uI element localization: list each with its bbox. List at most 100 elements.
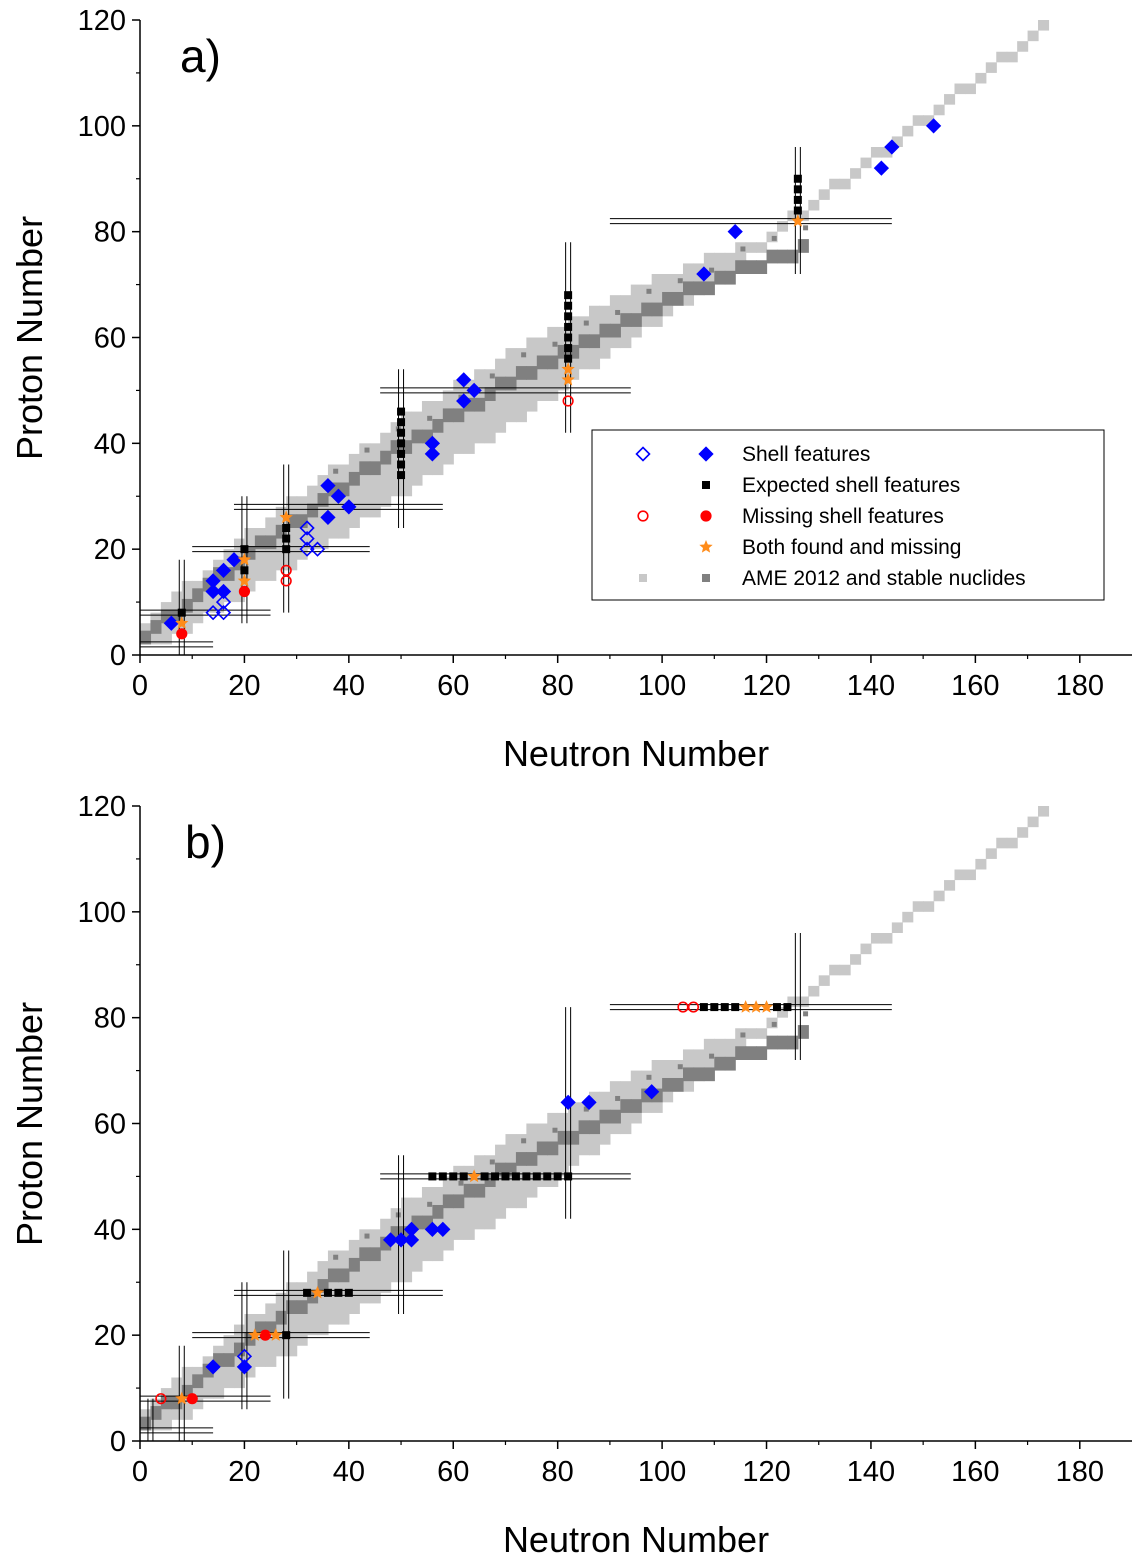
point-diamond-filled <box>205 583 221 600</box>
point-diamond-filled <box>382 1232 399 1248</box>
band-column <box>442 1176 454 1251</box>
stable-nuclide <box>223 1353 235 1367</box>
band-column <box>327 1250 339 1325</box>
stable-nuclide <box>630 1099 642 1113</box>
band-column <box>693 1049 705 1082</box>
band-column <box>1006 51 1018 63</box>
stable-nuclide <box>615 1095 621 1101</box>
stable-nuclide <box>677 278 683 284</box>
stable-nuclide <box>609 323 621 338</box>
band-column <box>996 51 1008 63</box>
point-diamond-open <box>299 541 315 557</box>
point-square <box>553 1172 562 1181</box>
stable-nuclide <box>150 1406 162 1420</box>
band-column <box>891 136 903 147</box>
point-square <box>564 312 573 321</box>
point-diamond-filled <box>456 372 472 388</box>
stable-nuclide <box>536 1141 548 1156</box>
point-square <box>522 1172 531 1181</box>
stable-nuclide <box>244 1331 256 1346</box>
point-square <box>793 206 802 215</box>
point-star <box>248 1328 262 1341</box>
stable-nuclide <box>609 1109 621 1124</box>
band-column <box>756 1028 768 1039</box>
point-circle-filled <box>259 1329 271 1341</box>
point-diamond-filled <box>341 499 357 515</box>
stable-nuclide <box>307 503 319 518</box>
x-tick-label: 20 <box>228 670 260 702</box>
stable-nuclide <box>359 1247 371 1262</box>
band-column <box>495 1144 507 1219</box>
stable-nuclide <box>677 1064 683 1070</box>
band-column <box>850 954 862 965</box>
legend-marker-both <box>699 540 713 553</box>
panel-b: 0 20 40 60 80 100 120 140 160 180020406080100120 … <box>9 791 1132 1560</box>
x-tick-label: 160 <box>951 1456 999 1488</box>
band-column <box>912 901 924 912</box>
point-diamond-filled <box>330 488 347 504</box>
stable-nuclide <box>651 1088 663 1103</box>
stable-nuclide <box>296 514 308 528</box>
stable-nuclide <box>364 447 370 453</box>
stable-nuclide <box>327 1268 339 1283</box>
point-diamond-filled <box>466 382 482 399</box>
point-diamond-filled <box>581 1094 597 1110</box>
stable-nuclide <box>536 355 548 370</box>
stable-nuclide <box>724 270 736 285</box>
stable-nuclide <box>380 1236 392 1251</box>
y-tick-label: 60 <box>94 1109 126 1141</box>
legend-label-ame: AME 2012 and stable nuclides <box>742 567 1026 590</box>
band-column <box>714 1038 726 1060</box>
band-column <box>923 901 935 912</box>
point-square <box>344 1288 353 1297</box>
x-tick-label: 180 <box>1056 670 1104 702</box>
legend-marker-ame-light <box>639 574 647 582</box>
x-tick-label: 60 <box>437 1456 469 1488</box>
band-column <box>776 1007 789 1018</box>
stable-nuclide <box>557 344 569 359</box>
point-star <box>279 510 293 524</box>
stable-nuclide <box>307 1289 319 1304</box>
x-tick-label: 80 <box>542 670 574 702</box>
stable-nuclide <box>552 341 558 347</box>
stable-nuclide <box>641 1088 653 1103</box>
stable-nuclide <box>547 355 559 370</box>
legend-label-expected: Expected shell features <box>742 474 960 497</box>
stable-nuclide <box>244 545 256 560</box>
stable-nuclide <box>703 281 715 296</box>
stable-nuclide <box>484 1173 496 1187</box>
point-diamond-filled <box>424 435 441 451</box>
stable-nuclide <box>505 1162 517 1177</box>
stable-nuclide <box>740 1032 746 1038</box>
stable-nuclide <box>453 1194 465 1209</box>
point-circle-filled <box>176 628 188 640</box>
point-square <box>543 1172 552 1181</box>
point-diamond-filled <box>320 478 336 494</box>
stable-nuclide <box>578 334 590 349</box>
point-diamond-filled <box>873 160 890 176</box>
stable-nuclide <box>693 281 705 296</box>
band-column <box>1038 806 1050 817</box>
stable-nuclide <box>797 1025 809 1039</box>
point-square <box>564 354 573 363</box>
stable-nuclide <box>776 1035 789 1050</box>
point-square <box>564 333 573 342</box>
point-diamond-filled <box>424 1221 441 1237</box>
stable-nuclide <box>181 598 193 613</box>
band-column <box>797 996 809 1008</box>
stable-nuclide <box>515 1152 527 1166</box>
x-axis-title-b: Neutron Number <box>503 1519 769 1560</box>
stable-nuclide <box>401 440 413 454</box>
stable-nuclide <box>442 1194 454 1209</box>
panel-label-a: a) <box>180 30 221 82</box>
band-column <box>286 1282 298 1357</box>
point-star <box>738 1000 753 1013</box>
band-column <box>870 147 882 158</box>
band-column <box>609 295 621 349</box>
band-column <box>881 933 893 944</box>
stable-nuclide <box>771 1021 777 1027</box>
stable-nuclide <box>453 408 465 423</box>
y-tick-label: 120 <box>78 5 126 37</box>
stable-nuclide <box>599 323 611 338</box>
